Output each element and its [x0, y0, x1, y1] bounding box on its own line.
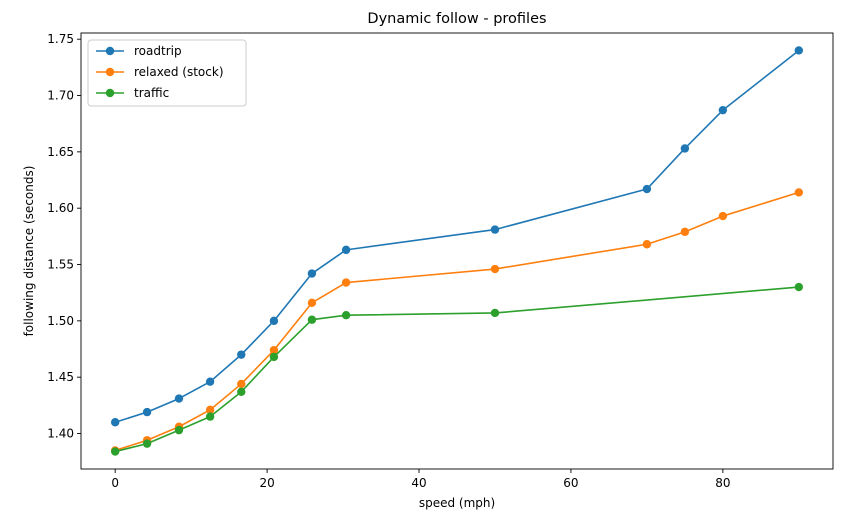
y-axis-label: following distance (seconds) [22, 166, 36, 337]
data-point-roadtrip [490, 225, 500, 234]
legend-label: roadtrip [134, 44, 182, 58]
series-line-traffic [114, 286, 799, 453]
y-tick-label: 1.45 [47, 370, 74, 384]
data-point-roadtrip [718, 105, 728, 115]
legend-swatch-marker [105, 67, 115, 77]
x-axis-label: speed (mph) [419, 496, 495, 510]
data-point-roadtrip [174, 394, 184, 403]
legend-label: traffic [134, 86, 169, 100]
x-tick-label: 20 [259, 476, 274, 490]
y-tick-label: 1.75 [47, 32, 74, 46]
data-point-roadtrip [205, 377, 215, 386]
x-tick-label: 40 [411, 476, 426, 490]
data-point-roadtrip [110, 418, 120, 427]
legend-box [87, 39, 247, 107]
legend-swatch-marker [105, 88, 115, 98]
data-point-traffic [490, 308, 500, 318]
data-point-relaxed-stock [490, 264, 500, 274]
data-point-traffic [307, 315, 317, 324]
data-point-roadtrip [269, 316, 279, 326]
x-tick-label: 0 [111, 476, 119, 490]
data-point-relaxed-stock [307, 298, 317, 308]
y-tick-label: 1.55 [47, 258, 74, 272]
data-point-traffic [142, 439, 152, 448]
data-point-traffic [205, 412, 215, 421]
data-point-relaxed-stock [205, 405, 215, 415]
data-point-relaxed-stock [680, 227, 690, 237]
plot-area-frame [80, 32, 834, 470]
data-point-roadtrip [237, 350, 246, 359]
data-point-roadtrip [680, 144, 690, 153]
data-point-roadtrip [794, 46, 804, 55]
data-point-relaxed-stock [718, 211, 728, 221]
y-tick-label: 1.40 [47, 427, 74, 441]
data-point-traffic [341, 311, 351, 320]
data-point-roadtrip [642, 184, 652, 194]
data-point-traffic [110, 447, 120, 456]
legend-item-traffic: traffic [96, 86, 169, 100]
data-point-roadtrip [142, 407, 152, 417]
data-point-relaxed-stock [794, 188, 804, 197]
data-point-traffic [794, 282, 804, 292]
y-tick-label: 1.60 [47, 201, 74, 215]
x-tick-label: 80 [715, 476, 730, 490]
data-point-traffic [269, 352, 279, 362]
data-point-relaxed-stock [642, 240, 652, 249]
legend-swatch-marker [105, 46, 115, 56]
data-point-roadtrip [341, 245, 351, 255]
y-tick-label: 1.65 [47, 145, 74, 159]
legend-item-roadtrip: roadtrip [96, 44, 182, 58]
data-point-roadtrip [307, 269, 317, 278]
series-roadtrip [110, 46, 804, 427]
data-point-traffic [237, 387, 246, 397]
y-tick-label: 1.50 [47, 314, 74, 328]
data-point-relaxed-stock [341, 278, 351, 287]
legend-label: relaxed (stock) [134, 65, 224, 79]
data-point-relaxed-stock [237, 379, 246, 389]
chart-title: Dynamic follow - profiles [367, 11, 546, 27]
series-traffic [110, 282, 804, 456]
y-tick-label: 1.70 [47, 89, 74, 103]
x-tick-label: 60 [563, 476, 578, 490]
legend-item-relaxed-stock: relaxed (stock) [96, 65, 224, 79]
data-point-traffic [174, 425, 184, 435]
data-point-relaxed-stock [269, 345, 279, 355]
